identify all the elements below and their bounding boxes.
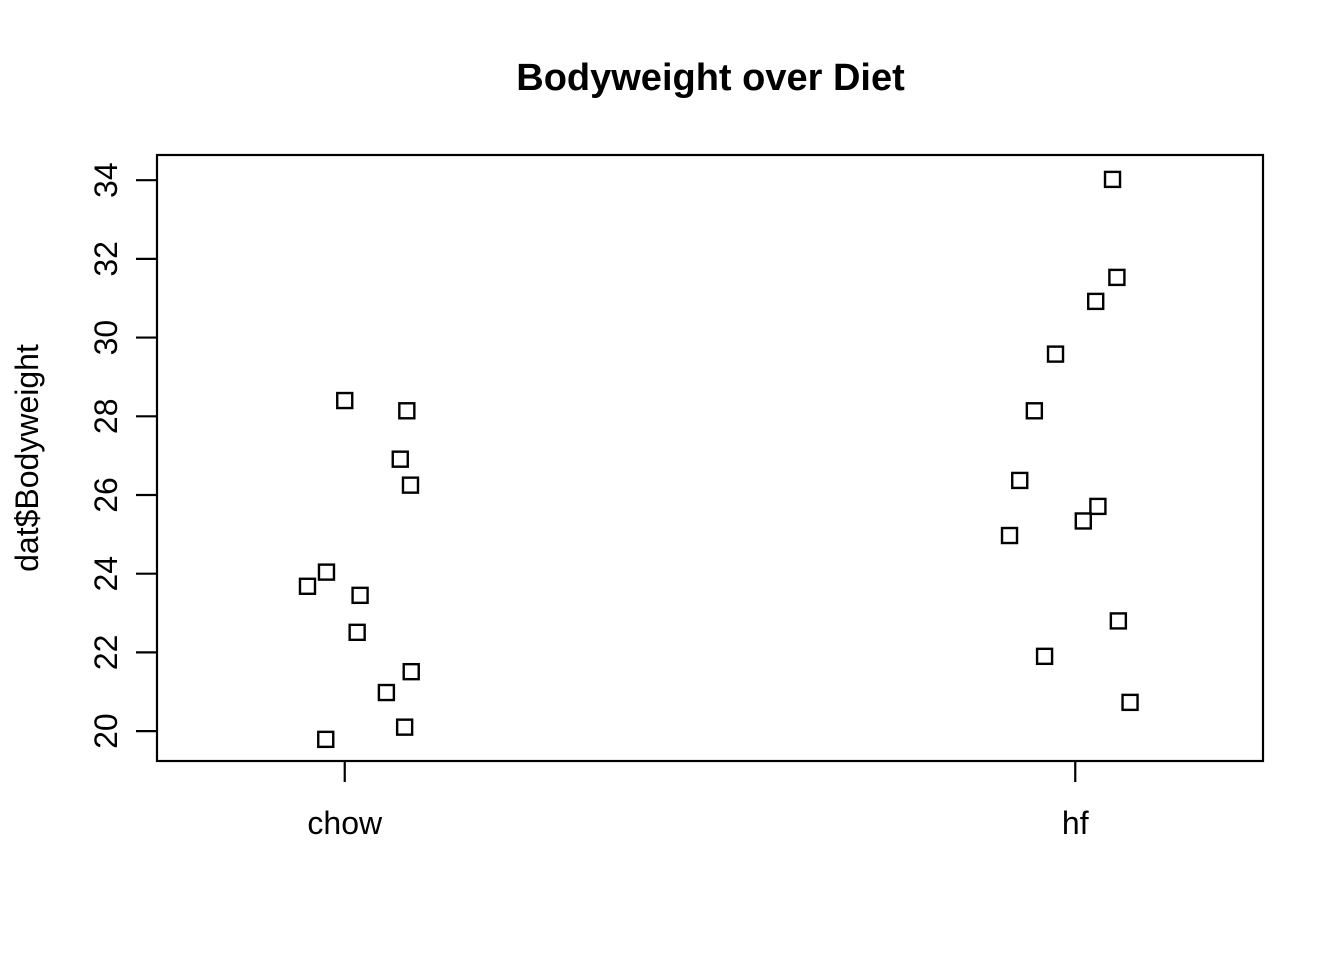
data-point-hf	[1103, 170, 1122, 189]
data-point-chow	[402, 662, 420, 681]
x-tick-label-chow: chow	[307, 805, 383, 841]
chart-title: Bodyweight over Diet	[516, 57, 905, 99]
y-tick-label: 32	[88, 241, 124, 277]
y-tick-label: 28	[88, 398, 124, 434]
y-tick-label: 20	[88, 713, 124, 749]
y-tick-label: 22	[88, 635, 124, 671]
y-tick-label: 24	[88, 556, 124, 592]
data-point-hf	[1046, 345, 1065, 363]
y-tick-label: 30	[88, 320, 124, 356]
data-point-hf	[1074, 512, 1092, 530]
data-point-chow	[391, 450, 409, 468]
data-point-chow	[377, 683, 396, 702]
y-tick-label: 26	[88, 477, 124, 513]
data-point-hf	[1089, 497, 1107, 516]
data-point-chow	[348, 623, 366, 642]
data-point-hf	[1000, 526, 1019, 545]
data-point-chow	[336, 391, 354, 410]
data-point-chow	[395, 718, 414, 736]
data-point-hf	[1025, 402, 1044, 420]
data-point-hf	[1109, 612, 1128, 630]
data-point-hf	[1011, 471, 1029, 490]
data-point-hf	[1108, 268, 1126, 287]
data-point-hf	[1087, 292, 1105, 311]
data-point-chow	[317, 563, 336, 581]
data-point-chow	[298, 577, 317, 595]
x-tick-label-hf: hf	[1062, 805, 1089, 841]
data-point-chow	[351, 586, 369, 605]
plot-border	[155, 153, 1265, 763]
data-point-chow	[401, 476, 420, 494]
data-point-hf	[1035, 647, 1054, 666]
data-point-chow	[317, 730, 335, 749]
data-point-hf	[1121, 693, 1139, 712]
y-tick-label: 34	[88, 162, 124, 198]
data-point-chow	[398, 402, 416, 420]
